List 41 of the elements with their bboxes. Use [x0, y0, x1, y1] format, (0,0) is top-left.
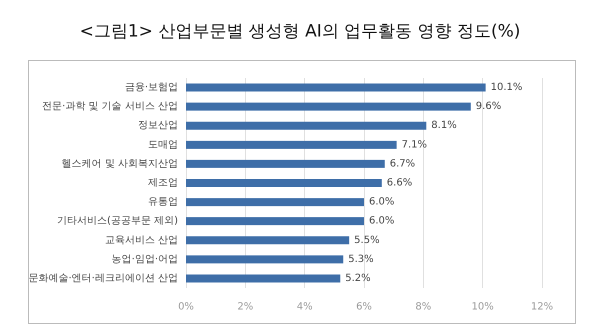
- y-tick-label: 정보산업: [138, 120, 178, 132]
- bar: [186, 236, 350, 244]
- bar: [186, 102, 471, 111]
- y-tick-label: 기타서비스(공공부문 제외): [57, 216, 178, 227]
- y-tick-label: 유통업: [148, 196, 178, 208]
- bar: [186, 84, 486, 92]
- x-tick-label: 0%: [178, 302, 194, 312]
- data-label: 6.0%: [369, 216, 394, 227]
- x-tick-label: 4%: [296, 302, 313, 312]
- y-tick-label: 전문·과학 및 기술 서비스 산업: [42, 101, 178, 112]
- y-tick-label: 제조업: [148, 178, 178, 188]
- data-label: 6.7%: [390, 158, 416, 170]
- bar: [186, 179, 382, 187]
- data-label: 10.1%: [490, 82, 522, 94]
- bar: [186, 122, 426, 130]
- y-tick-label: 헬스케어 및 사회복지산업: [62, 158, 178, 170]
- x-tick-label: 8%: [415, 302, 432, 312]
- data-label: 9.6%: [476, 101, 502, 112]
- data-label: 5.2%: [345, 272, 371, 284]
- y-tick-label: 금융·보험업: [124, 82, 178, 94]
- data-label: 5.3%: [348, 254, 374, 265]
- y-tick-label: 농업·임업·어업: [112, 254, 178, 265]
- x-tick-label: 6%: [356, 302, 372, 312]
- chart-title: <그림1> 산업부문별 생성형 AI의 업무활동 영향 정도(%): [80, 22, 520, 42]
- bar: [186, 255, 344, 264]
- data-label: 8.1%: [431, 120, 457, 132]
- bar: [186, 274, 340, 282]
- bar: [186, 217, 364, 226]
- bar: [186, 160, 385, 168]
- y-tick-label: 문화예술·엔터·레크리에이션 산업: [28, 272, 178, 284]
- data-label: 7.1%: [402, 139, 428, 150]
- data-label: 5.5%: [354, 234, 380, 246]
- y-tick-label: 도매업: [148, 139, 178, 150]
- bar: [186, 140, 397, 149]
- x-tick-label: 12%: [530, 302, 554, 312]
- data-label: 6.0%: [369, 196, 394, 208]
- x-tick-label: 10%: [472, 302, 494, 312]
- data-label: 6.6%: [386, 178, 412, 188]
- y-tick-label: 교육서비스 산업: [104, 234, 178, 246]
- x-tick-label: 2%: [237, 302, 254, 312]
- bar: [186, 198, 364, 206]
